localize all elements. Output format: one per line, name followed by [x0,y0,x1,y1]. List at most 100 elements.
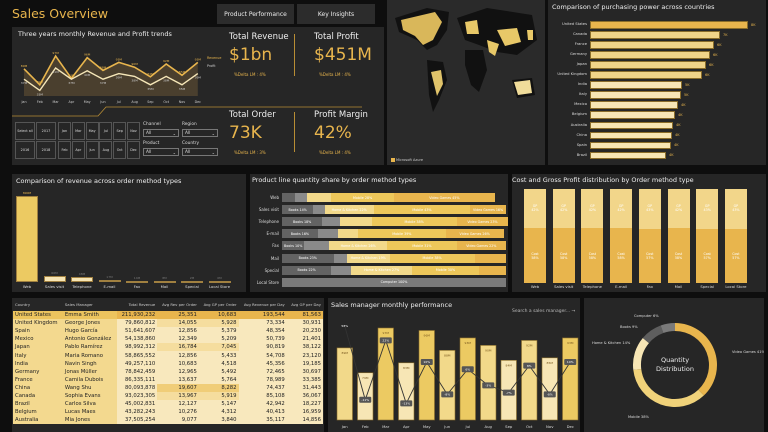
cost-segment[interactable]: Cost 58% [610,228,633,283]
share-segment[interactable]: Computer 100% [282,277,506,287]
country-bar[interactable] [590,41,714,49]
share-segment[interactable]: Home & Kitchen 27% [351,265,412,275]
country-bar[interactable] [590,131,672,140]
country-bar[interactable] [590,81,682,89]
month-slicer-dec[interactable]: Dec [127,141,140,159]
gp-segment[interactable]: GP 42% [610,189,633,229]
month-slicer-mar[interactable]: Mar [71,122,85,140]
table-row[interactable]: Germany Jonas Müller 78,842,459 12,965 5,492… [13,367,323,376]
country-bar[interactable] [590,141,671,150]
share-segment[interactable]: Mobile 38% [371,217,457,227]
month-slicer-oct[interactable]: Oct [113,141,127,159]
world-map-panel[interactable] [387,0,545,165]
share-segment[interactable] [313,205,325,215]
gp-segment[interactable]: GP 42% [667,189,690,229]
country-bar[interactable] [590,71,702,79]
share-segment[interactable] [282,193,296,202]
revenue-bar[interactable] [181,281,203,284]
dropdown-box[interactable]: All ⌄ [182,148,218,156]
table-row[interactable]: United Kingdom George Jones 79,860,812 14,0… [13,319,323,328]
key-insights-button[interactable]: Key Insights [297,4,375,24]
table-row[interactable]: Belgium Lucas Maes 43,282,243 10,276 4,312 40… [13,408,323,417]
dropdown-region[interactable]: Region All ⌄ [182,122,219,140]
year-slicer-2016[interactable]: 2016 [15,141,35,159]
table-row[interactable]: Brazil Carlos Silva 45,002,831 12,127 5,147 4… [13,400,323,409]
share-segment[interactable] [304,241,330,251]
month-slicer-jan[interactable]: Jan [58,122,71,140]
manager-table[interactable]: Country Sales Manager Total Revenue Avg Rev… [13,298,323,425]
revenue-bar[interactable] [43,275,66,282]
donut-slice[interactable] [675,323,717,396]
month-slicer-sep[interactable]: Sep [113,122,127,140]
month-bar[interactable] [418,330,435,421]
month-slicer-feb[interactable]: Feb [58,141,71,159]
share-segment[interactable]: Home & Kitchen 22% [324,205,374,215]
table-row[interactable]: Italy Maria Romano 58,865,552 12,856 5,433 54… [13,351,323,360]
share-segment[interactable]: Home & Kitchen 19% [346,253,390,263]
share-segment[interactable] [322,217,341,227]
revenue-bar[interactable] [126,280,148,283]
month-bar[interactable] [562,337,579,421]
cost-segment[interactable]: Cost 57% [724,229,747,283]
table-row[interactable]: Canada Sophia Evans 93,023,305 13,967 5,919 8… [13,391,323,401]
share-segment[interactable]: Books 22% [282,265,332,275]
table-row[interactable]: Mexico Antonio González 54,138,860 12,349 5,… [13,335,323,344]
country-bar[interactable] [590,121,673,129]
country-bar[interactable] [590,151,666,160]
share-segment[interactable]: Video Games 45% [394,193,495,202]
table-row[interactable]: Australia Mia Jones 37,505,254 9,077 3,840 35… [13,416,323,425]
table-row[interactable]: China Wang Shu 80,093,878 19,607 8,282 74,437… [13,383,323,392]
column-header[interactable]: Total Revenue [128,302,156,307]
month-bar[interactable] [541,357,558,421]
dropdown-country[interactable]: Country All ⌄ [182,141,219,159]
year-slicer-2018[interactable]: 2018 [36,141,56,159]
month-bar[interactable] [398,362,415,421]
column-header[interactable]: Avg Revenue per Day [243,302,285,307]
month-bar[interactable] [459,337,476,421]
share-segment[interactable]: Mobile 30% [411,265,480,275]
share-segment[interactable]: Home & Kitchen 26% [329,241,388,251]
month-slicer-jul[interactable]: Jul [99,122,113,140]
share-segment[interactable]: Video Games 22% [456,241,506,251]
share-segment[interactable]: Mobile 28% [331,193,394,202]
share-segment[interactable]: Books 16% [282,229,318,239]
revenue-bar[interactable] [208,281,231,284]
country-bar[interactable] [590,51,710,59]
cost-segment[interactable]: Cost 58% [552,228,575,283]
gp-segment[interactable]: GP 43% [696,189,719,230]
country-bar[interactable] [590,111,675,119]
share-segment[interactable]: Video Games 23% [456,217,509,227]
share-segment[interactable] [295,193,307,202]
share-segment[interactable] [317,229,338,239]
dropdown-box[interactable]: All ⌄ [182,129,218,137]
cost-segment[interactable]: Cost 57% [696,229,719,283]
year-slicer-2017[interactable]: 2017 [36,122,56,140]
gp-segment[interactable]: GP 43% [724,189,747,230]
share-segment[interactable] [340,217,372,227]
country-bar[interactable] [590,91,681,99]
table-row[interactable]: Spain Hugo García 51,641,607 12,856 5,379 48,… [13,327,323,336]
share-segment[interactable]: Mobile 39% [358,229,446,239]
share-segment[interactable] [306,193,332,202]
revenue-bar[interactable] [153,281,176,284]
share-segment[interactable] [338,229,359,239]
country-bar[interactable] [590,61,706,69]
share-segment[interactable] [331,265,352,275]
share-segment[interactable] [474,253,506,263]
column-header[interactable]: Avg GP per Order [203,302,237,307]
share-segment[interactable] [479,265,506,275]
share-segment[interactable]: Video Games 16% [470,205,506,215]
table-row[interactable]: Japan Pablo Ramírez 98,992,312 16,784 7,045 9… [13,343,323,352]
table-row[interactable]: France Camila Dubois 86,335,111 13,637 5,764… [13,375,323,384]
dropdown-box[interactable]: All ⌄ [143,148,179,156]
donut-slice[interactable] [642,325,664,344]
month-bar[interactable] [521,340,538,421]
gp-segment[interactable]: GP 42% [524,189,546,229]
country-bar[interactable] [590,31,720,39]
donut-slice[interactable] [633,368,704,407]
year-slicer-select-all[interactable]: Select all [15,122,35,140]
share-segment[interactable]: Books 14% [282,205,314,215]
gp-segment[interactable]: GP 42% [581,189,604,229]
dropdown-box[interactable]: All ⌄ [143,129,179,137]
month-slicer-may[interactable]: May [85,122,99,140]
